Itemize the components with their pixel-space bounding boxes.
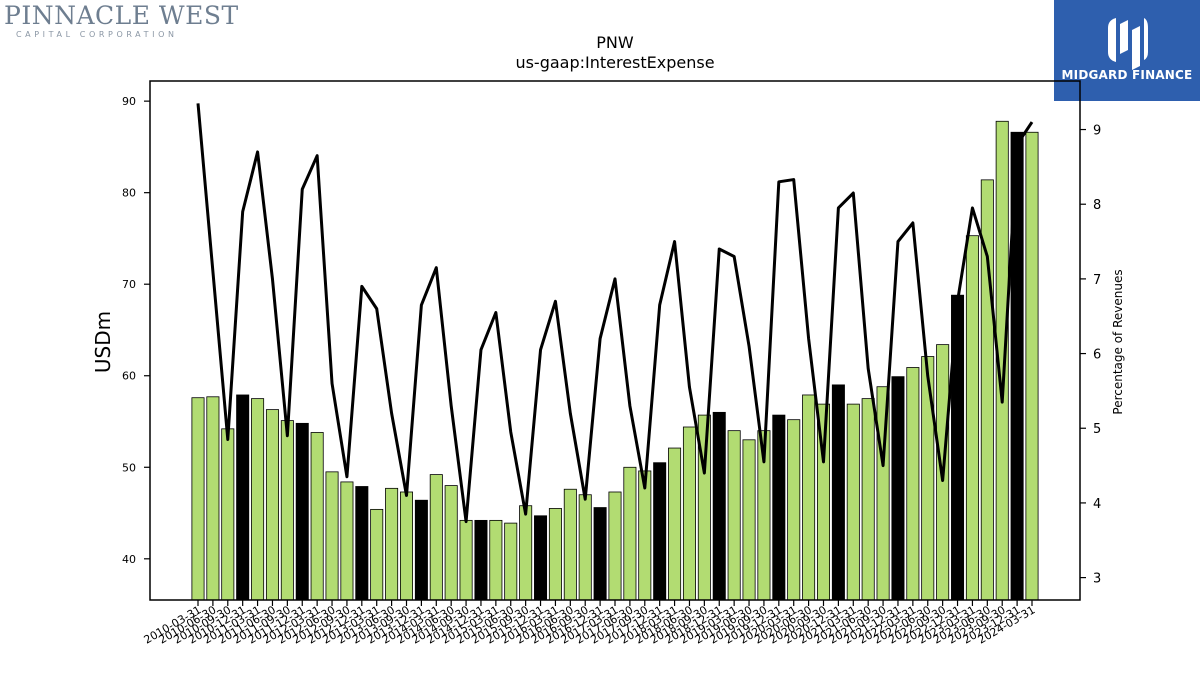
bar-2021-12-31 (891, 376, 905, 601)
y-tick-label: 40 (122, 553, 136, 566)
bar-2018-03-31 (668, 447, 682, 601)
bar-2014-12-31 (474, 519, 488, 601)
bar-2010-09-30 (221, 428, 235, 601)
bar-2015-06-30 (504, 522, 518, 601)
bar-2018-06-30 (682, 426, 696, 601)
bar-2019-06-30 (742, 439, 756, 601)
chart-title: PNW (596, 33, 634, 52)
bar-2011-03-31 (251, 398, 265, 601)
bar-2013-03-31 (370, 508, 384, 601)
bar-2012-12-31 (355, 486, 369, 601)
bar-2013-12-31 (414, 499, 428, 601)
y2-tick-label: 5 (1093, 422, 1101, 437)
bar-2017-12-31 (653, 462, 667, 601)
y2-tick-label: 7 (1093, 273, 1101, 288)
bar-series (191, 120, 1039, 601)
midgard-finance-logo: MIDGARD FINANCE (1054, 0, 1200, 101)
bar-2018-12-31 (712, 411, 726, 601)
y-tick-label: 90 (122, 95, 136, 108)
bar-2016-06-30 (563, 488, 577, 601)
bar-2015-12-31 (534, 515, 548, 601)
bar-2017-09-30 (638, 470, 652, 601)
bar-2020-12-31 (831, 384, 845, 601)
bar-2014-09-30 (459, 519, 473, 601)
bar-2021-06-30 (861, 398, 875, 601)
midgard-mark-icon (1108, 18, 1148, 70)
bar-2010-12-31 (236, 394, 250, 601)
right-y-axis: 3 4 5 6 7 8 9 (1080, 124, 1101, 587)
bar-2013-09-30 (399, 491, 414, 601)
y-axis-label: USDm (91, 311, 115, 373)
bar-2019-12-31 (772, 414, 786, 601)
pinnacle-west-logo: PINNACLE WEST CAPITAL CORPORATION (4, 1, 239, 42)
percentage-line (196, 103, 1034, 524)
bar-2020-03-31 (787, 419, 801, 601)
bar-2017-03-31 (608, 491, 622, 601)
logo-company-name: PINNACLE WEST (4, 1, 239, 30)
bar-2022-06-30 (921, 356, 935, 601)
bar-2017-06-30 (623, 466, 637, 601)
bar-2016-03-31 (548, 508, 562, 601)
bar-2015-09-30 (519, 505, 533, 601)
y2-tick-label: 6 (1093, 348, 1101, 363)
bar-2011-06-30 (265, 409, 279, 601)
bar-2012-09-30 (340, 481, 354, 601)
bar-2010-03-31 (191, 397, 205, 601)
bar-2021-03-31 (846, 403, 860, 601)
x-axis: 2010-03-312010-06-302010-09-302010-12-31… (142, 600, 1038, 647)
bar-2013-06-30 (385, 487, 399, 601)
bar-2022-03-31 (906, 367, 920, 601)
y-tick-label: 70 (122, 278, 136, 291)
bar-2012-06-30 (325, 471, 339, 601)
bar-2016-09-30 (578, 494, 592, 601)
y2-tick-label: 9 (1093, 124, 1101, 139)
right-y-axis-label: Percentage of Revenues (1111, 269, 1125, 414)
logo-brand-name: MIDGARD FINANCE (1061, 68, 1193, 82)
y2-tick-label: 3 (1093, 572, 1101, 587)
bar-2019-03-31 (727, 430, 741, 601)
bar-2024-03-31 (1025, 131, 1039, 601)
logo-company-subtitle: CAPITAL CORPORATION (16, 30, 178, 39)
bar-2023-03-31 (965, 235, 979, 601)
bar-2015-03-31 (489, 519, 503, 601)
bar-2014-03-31 (429, 474, 443, 601)
y2-tick-label: 8 (1093, 198, 1101, 213)
bar-2016-12-31 (593, 507, 607, 601)
bar-2010-06-30 (206, 396, 220, 601)
bar-2012-03-31 (310, 432, 324, 601)
bar-2011-12-31 (295, 422, 309, 601)
left-y-axis: 40 50 60 70 80 90 (122, 95, 150, 566)
y-tick-label: 80 (122, 187, 136, 200)
bar-2011-09-30 (280, 420, 294, 601)
bar-2014-06-30 (444, 485, 458, 601)
y-tick-label: 60 (122, 370, 136, 383)
bar-2020-06-30 (802, 394, 816, 601)
y2-tick-label: 4 (1093, 497, 1101, 512)
chart-subtitle: us-gaap:InterestExpense (515, 53, 714, 72)
y-tick-label: 50 (122, 461, 136, 474)
